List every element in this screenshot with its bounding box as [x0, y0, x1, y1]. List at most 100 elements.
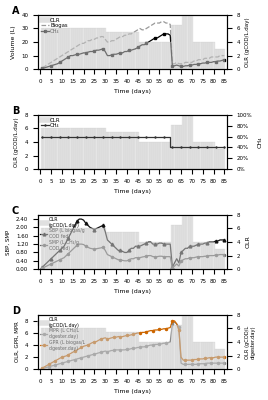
- Bar: [67, 128, 69, 169]
- X-axis label: Time (days): Time (days): [114, 190, 151, 194]
- Bar: [121, 332, 124, 369]
- Bar: [210, 242, 213, 269]
- Bar: [210, 42, 213, 69]
- Bar: [76, 128, 78, 169]
- Bar: [193, 42, 195, 69]
- Bar: [221, 249, 223, 269]
- Bar: [221, 49, 223, 69]
- Bar: [85, 28, 87, 69]
- Bar: [52, 228, 54, 269]
- Bar: [180, 225, 182, 269]
- Bar: [74, 28, 76, 69]
- Text: C: C: [12, 206, 19, 216]
- Bar: [204, 242, 206, 269]
- X-axis label: Time (days): Time (days): [114, 290, 151, 294]
- Bar: [111, 232, 113, 269]
- Bar: [215, 249, 217, 269]
- Bar: [197, 242, 199, 269]
- Bar: [130, 32, 132, 69]
- CH₄: [162, 32, 165, 36]
- Bar: [67, 228, 69, 269]
- Bar: [95, 28, 98, 69]
- Bar: [184, 15, 187, 69]
- Bar: [121, 132, 124, 169]
- Biogas: [160, 19, 163, 24]
- Bar: [65, 28, 67, 69]
- Bar: [193, 142, 195, 169]
- Bar: [43, 228, 46, 269]
- Bar: [147, 242, 150, 269]
- Biogas: [41, 66, 44, 70]
- CH₄: [132, 47, 135, 52]
- Bar: [206, 142, 208, 169]
- Bar: [171, 325, 173, 369]
- Bar: [191, 15, 193, 69]
- Bar: [46, 128, 48, 169]
- Bar: [109, 132, 111, 169]
- Bar: [104, 128, 106, 169]
- Y-axis label: OLR: OLR: [245, 236, 250, 248]
- Bar: [152, 342, 154, 369]
- Bar: [89, 328, 91, 369]
- Bar: [54, 328, 57, 369]
- Bar: [130, 132, 132, 169]
- Legend: OLR, CH₄: OLR, CH₄: [41, 118, 61, 128]
- Bar: [152, 142, 154, 169]
- Bar: [135, 232, 137, 269]
- Bar: [48, 128, 50, 169]
- Text: B: B: [12, 106, 19, 116]
- Bar: [93, 128, 95, 169]
- Bar: [76, 328, 78, 369]
- Bar: [215, 149, 217, 169]
- Bar: [184, 315, 187, 369]
- Bar: [72, 228, 74, 269]
- Bar: [132, 232, 135, 269]
- Bar: [223, 349, 225, 369]
- Bar: [208, 342, 210, 369]
- Bar: [161, 342, 163, 369]
- Biogas: [97, 36, 100, 40]
- Bar: [65, 128, 67, 169]
- CH₄: [214, 59, 217, 64]
- Bar: [46, 228, 48, 269]
- Bar: [137, 132, 139, 169]
- CH₄: [104, 49, 107, 54]
- Bar: [126, 332, 128, 369]
- Bar: [182, 315, 184, 369]
- Bar: [176, 25, 178, 69]
- Bar: [189, 315, 191, 369]
- Bar: [113, 232, 115, 269]
- Bar: [150, 342, 152, 369]
- Bar: [54, 28, 57, 69]
- CH₄: [223, 57, 226, 62]
- CH₄: [71, 53, 74, 58]
- Bar: [195, 342, 197, 369]
- Bar: [41, 328, 43, 369]
- Bar: [61, 28, 63, 69]
- Bar: [189, 115, 191, 169]
- Bar: [141, 42, 143, 69]
- Bar: [93, 28, 95, 69]
- Bar: [143, 142, 145, 169]
- Bar: [171, 25, 173, 69]
- Line: CH₄: CH₄: [41, 33, 226, 70]
- Bar: [171, 125, 173, 169]
- Bar: [208, 142, 210, 169]
- Bar: [124, 332, 126, 369]
- Bar: [128, 232, 130, 269]
- Bar: [95, 228, 98, 269]
- Bar: [213, 42, 215, 69]
- Bar: [106, 132, 109, 169]
- Bar: [169, 342, 171, 369]
- Bar: [195, 42, 197, 69]
- Bar: [156, 142, 158, 169]
- Bar: [139, 342, 141, 369]
- Bar: [50, 28, 52, 69]
- Bar: [139, 142, 141, 169]
- Bar: [115, 132, 117, 169]
- Bar: [223, 149, 225, 169]
- Bar: [52, 28, 54, 69]
- Bar: [223, 49, 225, 69]
- CH₄: [97, 48, 100, 52]
- Bar: [115, 332, 117, 369]
